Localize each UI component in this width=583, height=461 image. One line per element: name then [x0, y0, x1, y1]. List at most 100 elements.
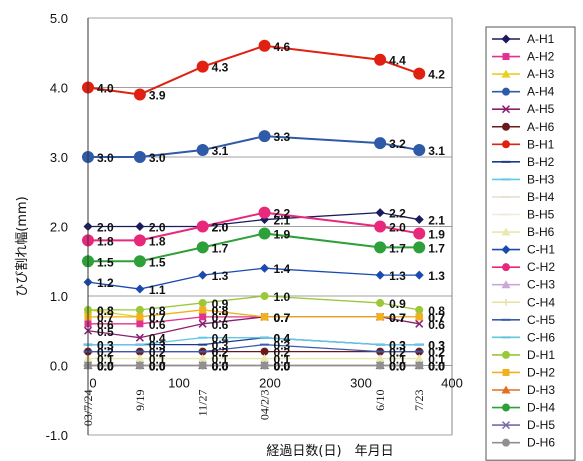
- data-label: 0.8: [428, 304, 445, 318]
- data-point: [414, 354, 424, 363]
- data-point: [502, 298, 510, 306]
- data-point: [374, 137, 387, 150]
- data-label: 0.0: [97, 360, 114, 374]
- data-label: 0.0: [212, 360, 229, 374]
- axes: -1.0 0.0 1.0 2.0 3.0 4.0 5.0 0 100 200 300 400 03/7/…: [46, 11, 463, 443]
- data-label: 0.0: [149, 360, 166, 374]
- data-point: [258, 130, 271, 143]
- data-label: 0.1: [97, 353, 114, 367]
- legend-item: D-H3: [492, 383, 555, 397]
- series-b-h3: 0.3 0.3 0.4 0.4 0.3 0.3: [83, 332, 445, 353]
- data-point: [414, 215, 424, 225]
- data-label: 0.0: [212, 360, 229, 374]
- data-point: [374, 241, 387, 254]
- y-tick-label: 2.0: [50, 220, 68, 235]
- legend-item: B-H3: [492, 172, 555, 186]
- data-label: 1.5: [97, 255, 114, 269]
- data-label: 2.0: [212, 221, 229, 235]
- y-tick-label: 0.0: [50, 359, 68, 374]
- legend-label: B-H5: [527, 208, 555, 222]
- data-point: [374, 53, 387, 66]
- data-point: [260, 361, 269, 370]
- series-d-h2: 0.7 0.7 0.8 0.7 0.7 0.7: [84, 304, 445, 325]
- series-a-h1: 2.0 2.0 2.0 2.1 2.2 2.1: [83, 207, 445, 235]
- data-label: 0.0: [428, 360, 445, 374]
- data-point: [413, 227, 426, 240]
- data-point: [375, 354, 385, 363]
- y-tick-label: -1.0: [46, 428, 68, 443]
- data-label: 0.2: [389, 346, 406, 360]
- data-point: [375, 350, 385, 353]
- data-point: [375, 343, 385, 346]
- data-label: 0.7: [428, 311, 445, 325]
- legend-label: C-H1: [527, 243, 555, 257]
- data-label: 3.1: [212, 144, 229, 158]
- data-label: 0.0: [274, 360, 291, 374]
- legend-item: C-H5: [492, 313, 555, 327]
- data-label: 0.8: [212, 304, 229, 318]
- data-point: [376, 313, 384, 321]
- data-point: [260, 263, 270, 273]
- data-label: 2.0: [389, 221, 406, 235]
- legend-label: D-H2: [527, 365, 555, 379]
- data-label: 0.7: [274, 311, 291, 325]
- y-tick-label: 3.0: [50, 150, 68, 165]
- data-label: 0.7: [389, 311, 406, 325]
- data-point: [375, 208, 385, 218]
- data-label: 0.2: [97, 346, 114, 360]
- legend-item: C-H1: [492, 243, 555, 257]
- data-point: [413, 67, 426, 80]
- legend-label: D-H1: [527, 348, 555, 362]
- data-point: [415, 361, 424, 370]
- legend-item: C-H2: [492, 260, 555, 274]
- data-label: 0.6: [97, 318, 114, 332]
- data-label: 3.2: [389, 137, 406, 151]
- series-line: [87, 267, 420, 290]
- data-label: 0.1: [212, 353, 229, 367]
- data-label: 0.0: [428, 360, 445, 374]
- data-label: 0.1: [274, 353, 291, 367]
- data-label: 4.2: [428, 68, 445, 82]
- data-label: 0.2: [428, 346, 445, 360]
- data-label: 3.0: [97, 151, 114, 165]
- series-c-h5: 0.2 0.2 0.2 0.3 0.2 0.2: [83, 339, 445, 360]
- series-line: [88, 211, 420, 228]
- legend-label: C-H4: [527, 295, 555, 309]
- data-label: 0.0: [389, 360, 406, 374]
- data-label: 0.0: [274, 360, 291, 374]
- data-point: [502, 140, 510, 149]
- legend-item: A-H3: [492, 67, 555, 81]
- data-label: 0.7: [149, 311, 166, 325]
- data-point: [133, 234, 146, 247]
- y-axis-title: ひび割れ幅(mm): [14, 196, 30, 296]
- data-label: 0.0: [389, 360, 406, 374]
- data-point: [198, 350, 208, 353]
- legend-item: D-H5: [492, 418, 555, 432]
- series-line: [87, 316, 420, 339]
- series-line: [88, 135, 420, 158]
- data-label: 2.0: [149, 221, 166, 235]
- data-point: [198, 354, 208, 363]
- data-point: [196, 60, 209, 73]
- data-label: 3.3: [274, 130, 291, 144]
- legend-label: C-H3: [527, 278, 555, 292]
- data-label: 0.2: [428, 346, 445, 360]
- data-point: [374, 220, 387, 233]
- data-point: [261, 313, 269, 321]
- legend-label: A-H2: [527, 50, 555, 64]
- series-b-h1: 4.0 3.9 4.3 4.6 4.4 4.2: [82, 39, 445, 102]
- data-label: 0.0: [274, 360, 291, 374]
- data-label: 1.5: [149, 255, 166, 269]
- data-label: 1.8: [149, 234, 166, 248]
- data-point: [414, 343, 424, 346]
- data-label: 1.3: [428, 269, 445, 283]
- data-label: 0.9: [389, 297, 406, 311]
- data-point: [501, 178, 511, 181]
- data-label: 0.0: [149, 360, 166, 374]
- data-point: [501, 227, 511, 236]
- data-label: 0.0: [428, 360, 445, 374]
- data-label: 0.3: [389, 339, 406, 353]
- legend-item: B-H6: [492, 225, 555, 239]
- series-line: [88, 343, 420, 353]
- data-point: [413, 144, 426, 157]
